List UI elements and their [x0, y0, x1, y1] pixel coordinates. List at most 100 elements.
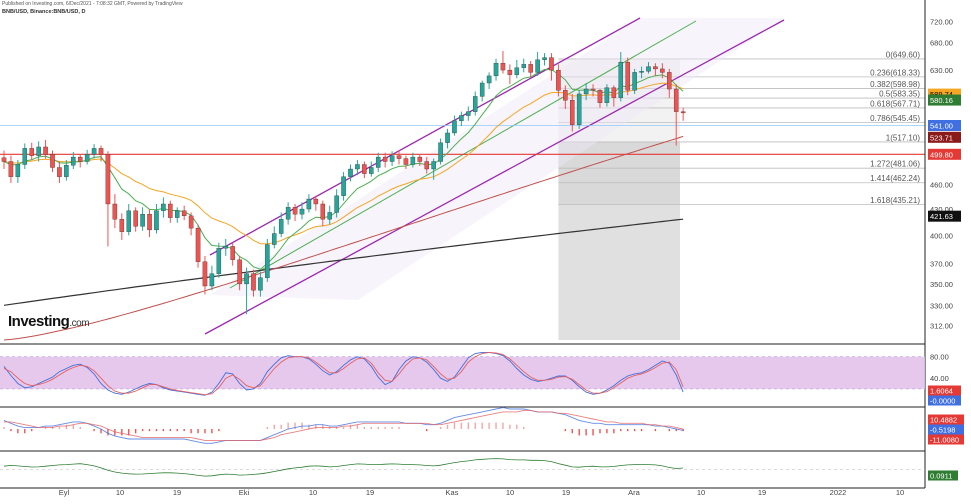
candle-body [507, 69, 513, 75]
candle-body [29, 148, 34, 156]
candle-body [535, 59, 540, 73]
candle-body [466, 111, 471, 116]
candle-body [168, 203, 173, 218]
macd-tag [928, 424, 964, 435]
candle-body [362, 164, 367, 174]
candle-body [174, 210, 180, 218]
price-tag [928, 88, 961, 100]
price-tag-label: 541.00 [930, 121, 953, 130]
candle-body [618, 61, 624, 98]
candle-body [112, 203, 118, 220]
candle-body [223, 246, 229, 249]
candle-body [632, 72, 637, 91]
candle-body [472, 96, 478, 112]
candle-body [15, 164, 21, 177]
osc-line [3, 458, 684, 477]
candle-body [348, 168, 353, 177]
candle-body [188, 215, 194, 229]
fib-level-label: 0.5(583.35) [879, 90, 920, 99]
macd-line [3, 407, 684, 444]
fib-level-label: 1.272(481.06) [870, 160, 920, 169]
candle-body [549, 57, 554, 71]
candle-body [417, 156, 423, 162]
candle-body [500, 63, 506, 71]
candle-body [424, 161, 429, 170]
y-tick-label: 430.00 [930, 205, 953, 214]
candle-body [597, 90, 603, 103]
price-tag-label: 523.71 [930, 133, 953, 142]
candle-body [341, 176, 346, 196]
candle-body [320, 203, 326, 220]
x-tick-label: Eyl [59, 488, 70, 497]
candle-body [583, 88, 589, 95]
price-tag [928, 119, 961, 131]
x-tick-label: 19 [758, 488, 766, 497]
candle-body [36, 146, 41, 156]
candle-body [119, 219, 125, 232]
candle-body [646, 66, 651, 72]
candle-body [375, 156, 381, 168]
fib-level-label: 1.618(435.21) [870, 196, 920, 205]
candle-body [64, 165, 69, 177]
logo-main: Investing [8, 313, 70, 330]
stoch-tick-label: 40.00 [930, 374, 949, 383]
candle-body [181, 210, 187, 217]
fib-level-label: 0.618(567.71) [870, 99, 920, 108]
candle-body [161, 203, 166, 211]
candle-body [43, 146, 48, 155]
candle-body [604, 87, 610, 103]
x-tick-label: 10 [506, 488, 514, 497]
macd-signal-line [4, 409, 684, 441]
x-tick-label: 10 [309, 488, 317, 497]
candle-body [514, 67, 520, 75]
y-tick-label: 400.00 [930, 231, 953, 240]
candle-body [556, 69, 561, 91]
published-note: Published on Investing.com, 6/Dec/2021 -… [2, 1, 183, 7]
candle-body [133, 210, 138, 227]
y-tick-label: 630.00 [930, 66, 953, 75]
ema-mid-line [3, 82, 684, 245]
candle-body [71, 156, 76, 166]
candle-body [382, 156, 388, 162]
candle-body [154, 210, 159, 231]
candle-body [209, 273, 215, 287]
price-tag [928, 131, 961, 143]
macd-tag-label: 10.4882 [930, 416, 957, 425]
macd-tag [928, 434, 964, 445]
candle-body [334, 195, 339, 213]
x-tick-label: 19 [366, 488, 374, 497]
price-tag-label: 421.63 [930, 212, 953, 221]
price-tag-label: 580.16 [930, 96, 953, 105]
candle-body [50, 154, 55, 168]
candle-body [147, 213, 152, 231]
candle-body [244, 273, 249, 285]
candle-body [299, 208, 305, 215]
fib-level-label: 0.236(618.33) [870, 68, 920, 77]
candle-body [285, 207, 291, 220]
fib-level-label: 1.414(462.24) [870, 174, 920, 183]
fib-level-label: 0.786(545.45) [870, 114, 920, 123]
macd-tag-label: -0.5198 [930, 426, 955, 435]
candle-body [625, 61, 630, 91]
candle-body [313, 198, 319, 205]
candle-body [570, 100, 575, 125]
symbol-label: BNB/USD, Binance:BNB/USD, D [2, 9, 86, 15]
x-tick-label: 19 [562, 488, 570, 497]
x-tick-label: 2022 [830, 488, 847, 497]
candle-body [403, 158, 409, 165]
investing-logo: Investing.com [8, 313, 90, 330]
candle-body [258, 277, 263, 291]
candle-body [528, 64, 533, 73]
stoch-tag [928, 395, 961, 406]
y-tick-label: 350.00 [930, 280, 953, 289]
stoch-tag-label: -0.0000 [930, 397, 955, 406]
stoch-tick-label: 80.00 [930, 353, 949, 362]
candle-body [673, 88, 679, 112]
candle-body [521, 64, 527, 68]
candle-body [452, 120, 457, 134]
candle-body [306, 198, 312, 210]
candle-body [105, 154, 111, 205]
y-tick-label: 680.00 [930, 38, 953, 47]
